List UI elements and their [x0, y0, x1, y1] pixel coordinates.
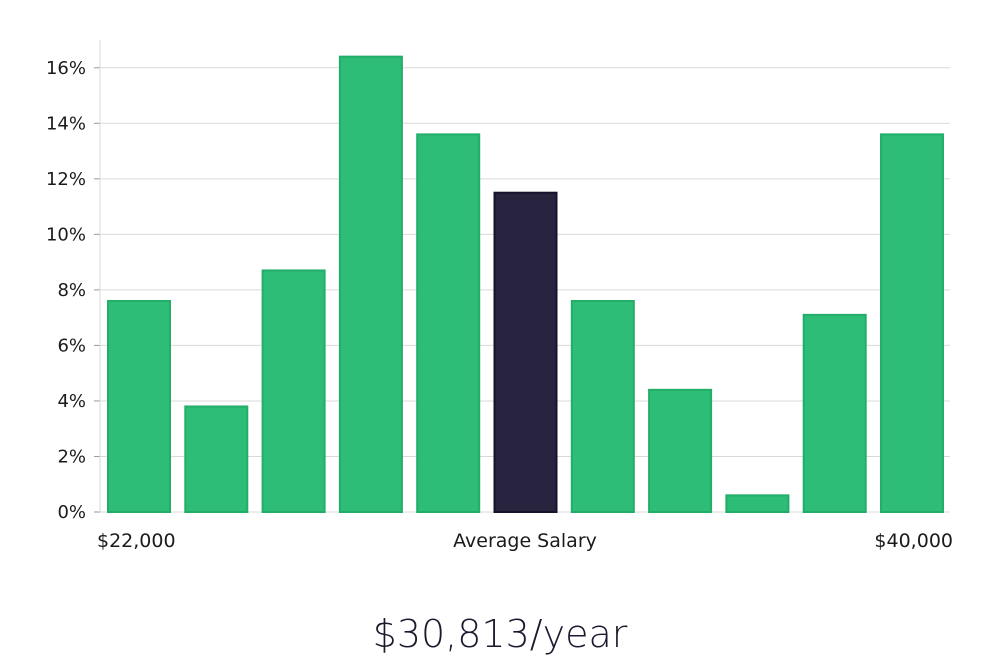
bars — [107, 55, 944, 514]
bar — [725, 494, 790, 514]
bar — [338, 55, 403, 514]
bar — [880, 133, 944, 513]
average-salary-value: $30,813/year — [372, 612, 628, 656]
bar — [648, 388, 713, 513]
bar — [261, 269, 326, 513]
y-tick-label: 10% — [46, 224, 86, 245]
y-tick-label: 6% — [57, 335, 86, 356]
y-tick-label: 8% — [57, 280, 86, 301]
salary-histogram-chart: 0% 2% 4% 6% 8% 10% 12% 14% 16% $22,000 Average S… — [46, 40, 953, 552]
x-label-center: Average Salary — [453, 530, 597, 552]
y-tick-label: 12% — [46, 169, 86, 190]
x-label-max: $40,000 — [874, 530, 953, 552]
y-tick-label: 14% — [46, 113, 86, 134]
y-tick-label: 16% — [46, 58, 86, 79]
bar-average-salary — [493, 191, 558, 514]
y-tick-label: 4% — [57, 391, 86, 412]
bar — [416, 133, 481, 513]
x-label-min: $22,000 — [97, 530, 176, 552]
bar — [802, 313, 867, 513]
y-tick-label: 0% — [57, 502, 86, 523]
y-tick-label: 2% — [57, 446, 86, 467]
bar — [107, 299, 171, 513]
bar — [184, 405, 249, 513]
bar — [570, 299, 635, 513]
y-axis-ticks: 0% 2% 4% 6% 8% 10% 12% 14% 16% — [46, 58, 100, 523]
